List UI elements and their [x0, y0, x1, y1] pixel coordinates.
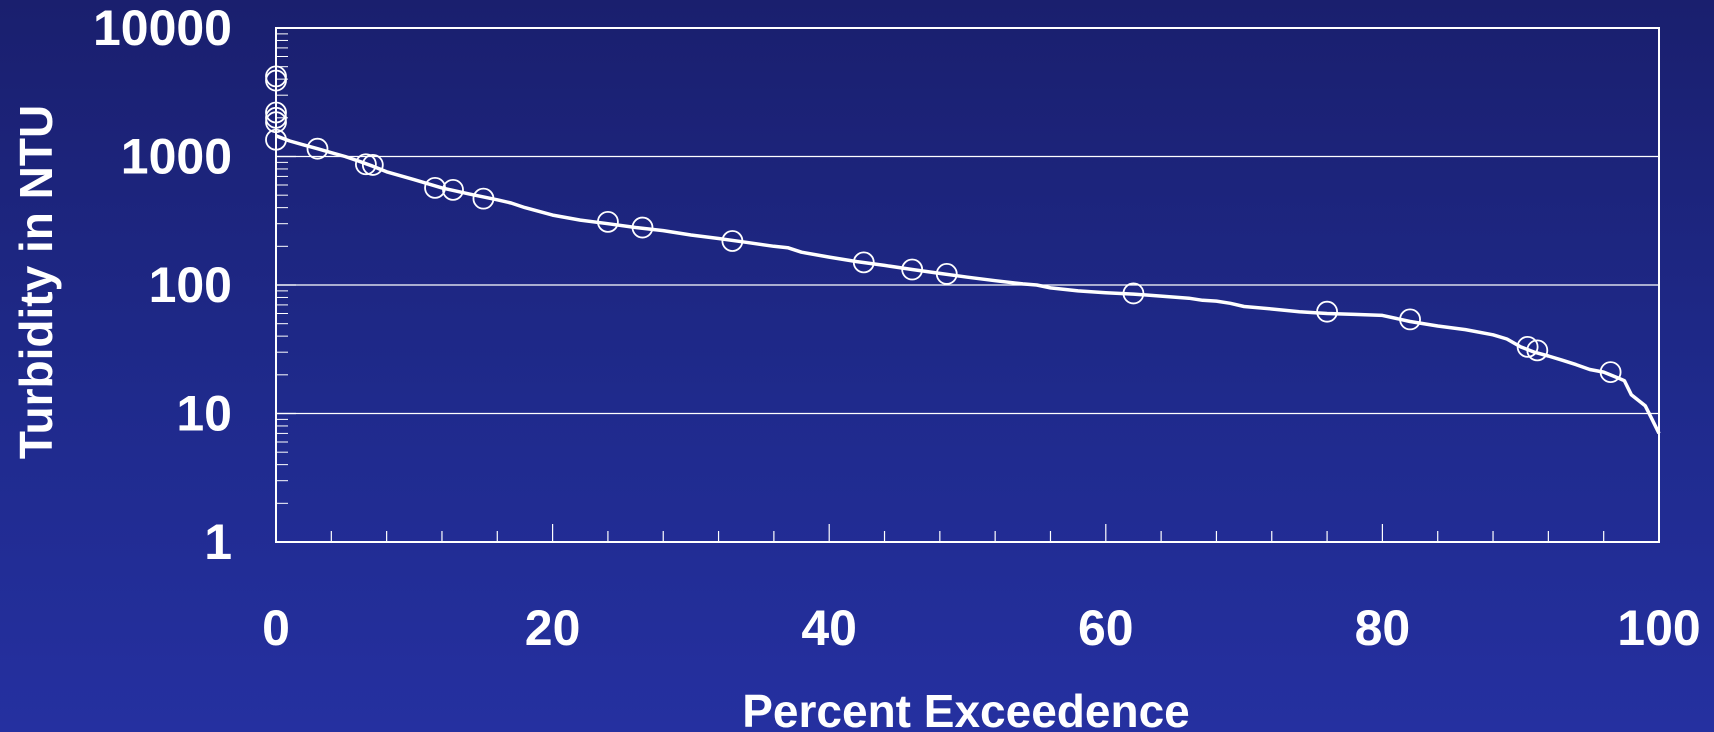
- grid-lines: [276, 155, 1659, 415]
- x-tick-label: 40: [801, 600, 857, 656]
- y-tick-label: 10000: [93, 0, 232, 56]
- observation-markers: [265, 65, 1622, 383]
- observation-point: [1516, 335, 1539, 358]
- x-tick-label: 60: [1078, 600, 1134, 656]
- x-tick-labels: 0 20 40 60 80 100: [262, 600, 1701, 656]
- observation-point: [1122, 282, 1145, 305]
- y-tick-labels: 1 10 100 1000 10000: [93, 0, 232, 570]
- observation-point: [1526, 339, 1549, 362]
- y-axis-title: Turbidity in NTU: [10, 105, 62, 459]
- y-tick-label: 1: [204, 514, 232, 570]
- y-tick-label: 10: [176, 386, 232, 442]
- observation-point: [1599, 361, 1622, 383]
- observation-point: [472, 187, 495, 210]
- x-tick-label: 0: [262, 600, 290, 656]
- observation-point: [852, 251, 875, 274]
- observation-point: [935, 263, 958, 285]
- y-tick-label: 1000: [121, 129, 232, 185]
- x-tick-label: 20: [525, 600, 581, 656]
- observation-point: [265, 111, 287, 134]
- observation-point: [597, 210, 619, 233]
- observation-point: [631, 216, 654, 239]
- observation-point: [265, 106, 287, 129]
- x-tick-label: 100: [1617, 600, 1700, 656]
- observation-point: [1399, 308, 1421, 331]
- observation-point: [265, 128, 287, 151]
- x-axis-title: Percent Exceedence: [742, 685, 1190, 732]
- x-tick-label: 80: [1355, 600, 1411, 656]
- observation-point: [306, 137, 329, 160]
- observation-point: [721, 230, 744, 252]
- observation-point: [265, 101, 287, 124]
- observation-point: [265, 69, 287, 92]
- y-tick-label: 100: [149, 257, 232, 313]
- plot-frame: [275, 27, 1660, 543]
- observation-point: [361, 154, 384, 176]
- observation-point: [442, 178, 464, 201]
- observation-point: [354, 153, 377, 176]
- observation-point: [424, 176, 446, 199]
- observation-point: [1316, 300, 1338, 323]
- minor-ticks: [275, 27, 1660, 543]
- observation-point: [901, 258, 924, 281]
